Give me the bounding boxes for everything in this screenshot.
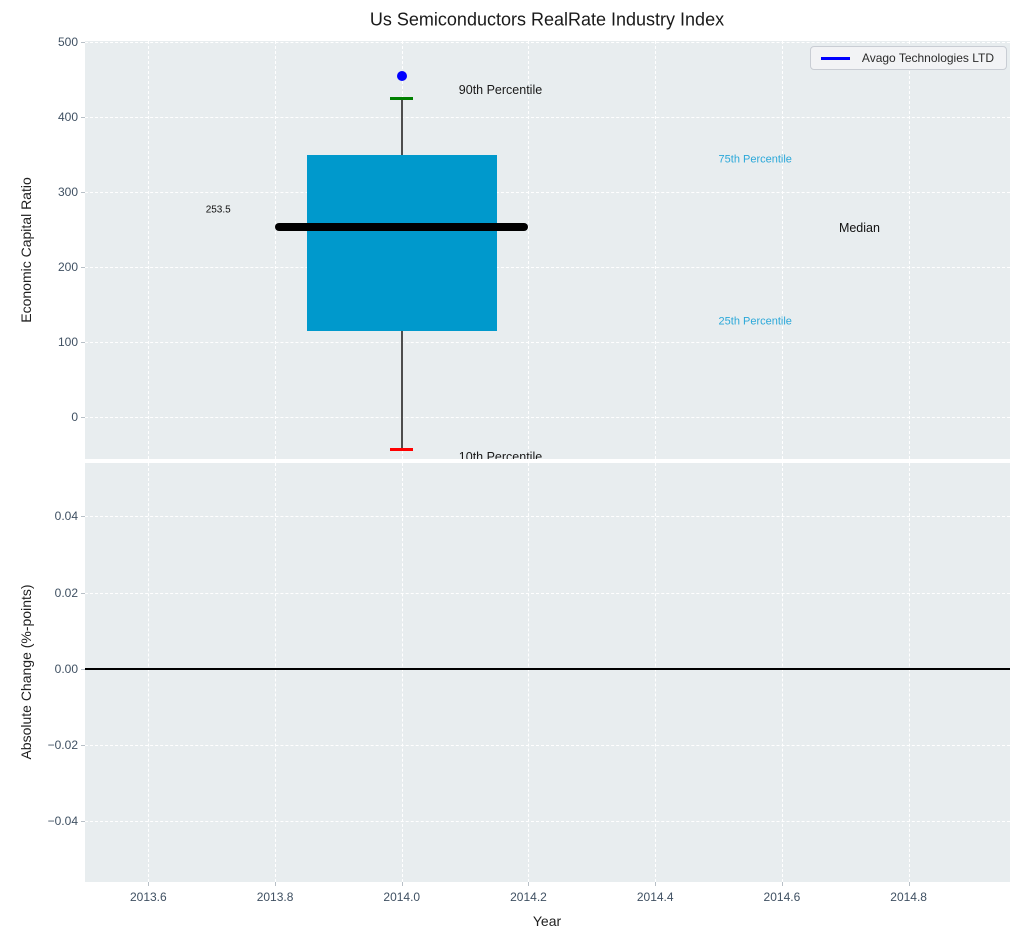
y-tick-mark bbox=[81, 668, 85, 670]
y-gridline bbox=[85, 116, 1010, 118]
x-gridline bbox=[781, 463, 783, 882]
p10-cap bbox=[390, 447, 414, 451]
iqr-box bbox=[306, 155, 497, 331]
y-tick-label: 400 bbox=[57, 109, 78, 124]
annotation: 10th Percentile bbox=[458, 449, 543, 459]
y-gridline bbox=[85, 41, 1010, 43]
x-tick-label: 2014.2 bbox=[510, 890, 547, 904]
chart-title: Us Semiconductors RealRate Industry Inde… bbox=[369, 9, 725, 30]
legend: Avago Technologies LTD bbox=[809, 46, 1007, 70]
x-gridline bbox=[528, 41, 530, 459]
y-gridline bbox=[85, 516, 1010, 518]
x-tick-mark bbox=[275, 882, 277, 886]
annotation: 253.5 bbox=[205, 204, 231, 216]
x-gridline bbox=[275, 41, 277, 459]
x-tick-mark bbox=[148, 882, 150, 886]
y-gridline bbox=[85, 821, 1010, 823]
annotation: 90th Percentile bbox=[458, 82, 543, 97]
x-tick-label: 2014.0 bbox=[383, 890, 421, 904]
top-plot-area: Avago Technologies LTD 90th Percentile 75… bbox=[85, 41, 1010, 459]
x-tick-label: 2013.6 bbox=[129, 890, 167, 904]
zero-line bbox=[85, 667, 1010, 670]
bottom-plot-area bbox=[85, 463, 1010, 882]
x-tick-mark bbox=[401, 882, 403, 886]
y-gridline bbox=[85, 266, 1010, 268]
x-gridline bbox=[401, 463, 403, 882]
y-tick-label: 0.00 bbox=[54, 661, 78, 676]
y-tick-label: 0 bbox=[71, 409, 78, 424]
annotation: 75th Percentile bbox=[718, 153, 792, 166]
x-gridline bbox=[908, 41, 910, 459]
y-tick-label: 0.02 bbox=[54, 585, 78, 600]
median-line bbox=[275, 222, 529, 231]
y-tick-mark bbox=[81, 116, 85, 118]
x-tick-label: 2014.8 bbox=[890, 890, 927, 904]
annotation: Median bbox=[838, 220, 880, 235]
y-tick-mark bbox=[81, 821, 85, 823]
y-tick-mark bbox=[81, 191, 85, 193]
y-tick-mark bbox=[81, 341, 85, 343]
x-gridline bbox=[655, 41, 657, 459]
y-tick-label: 500 bbox=[57, 34, 78, 49]
x-tick-label: 2014.6 bbox=[763, 890, 801, 904]
y-tick-label: −0.04 bbox=[47, 814, 78, 829]
x-tick-mark bbox=[528, 882, 530, 886]
y-gridline bbox=[85, 191, 1010, 193]
x-tick-label: 2014.4 bbox=[636, 890, 674, 904]
p90-cap bbox=[390, 97, 414, 101]
y-tick-mark bbox=[81, 516, 85, 518]
x-tick-mark bbox=[781, 882, 783, 886]
y-tick-mark bbox=[81, 416, 85, 418]
y-tick-mark bbox=[81, 744, 85, 746]
y-tick-label: −0.02 bbox=[47, 737, 78, 752]
x-tick-label: 2013.8 bbox=[256, 890, 294, 904]
x-gridline bbox=[908, 463, 910, 882]
y-tick-mark bbox=[81, 592, 85, 594]
y-tick-label: 200 bbox=[57, 259, 78, 274]
x-gridline bbox=[781, 41, 783, 459]
x-tick-mark bbox=[908, 882, 910, 886]
y-tick-mark bbox=[81, 266, 85, 268]
x-gridline bbox=[148, 463, 150, 882]
y-gridline bbox=[85, 341, 1010, 343]
x-gridline bbox=[528, 463, 530, 882]
y-tick-label: 100 bbox=[57, 334, 78, 349]
legend-line-icon bbox=[820, 56, 850, 60]
company-point bbox=[396, 70, 407, 81]
y-tick-mark bbox=[81, 41, 85, 43]
x-gridline bbox=[275, 463, 277, 882]
x-gridline bbox=[148, 41, 150, 459]
y-gridline bbox=[85, 592, 1010, 594]
y-tick-label: 300 bbox=[57, 184, 78, 199]
y-gridline bbox=[85, 744, 1010, 746]
x-axis-label: Year bbox=[532, 913, 562, 929]
annotation: 25th Percentile bbox=[718, 315, 792, 328]
y-gridline bbox=[85, 416, 1010, 418]
y-tick-label: 0.04 bbox=[54, 509, 78, 524]
x-gridline bbox=[655, 463, 657, 882]
legend-label: Avago Technologies LTD bbox=[861, 51, 994, 65]
x-tick-mark bbox=[655, 882, 657, 886]
